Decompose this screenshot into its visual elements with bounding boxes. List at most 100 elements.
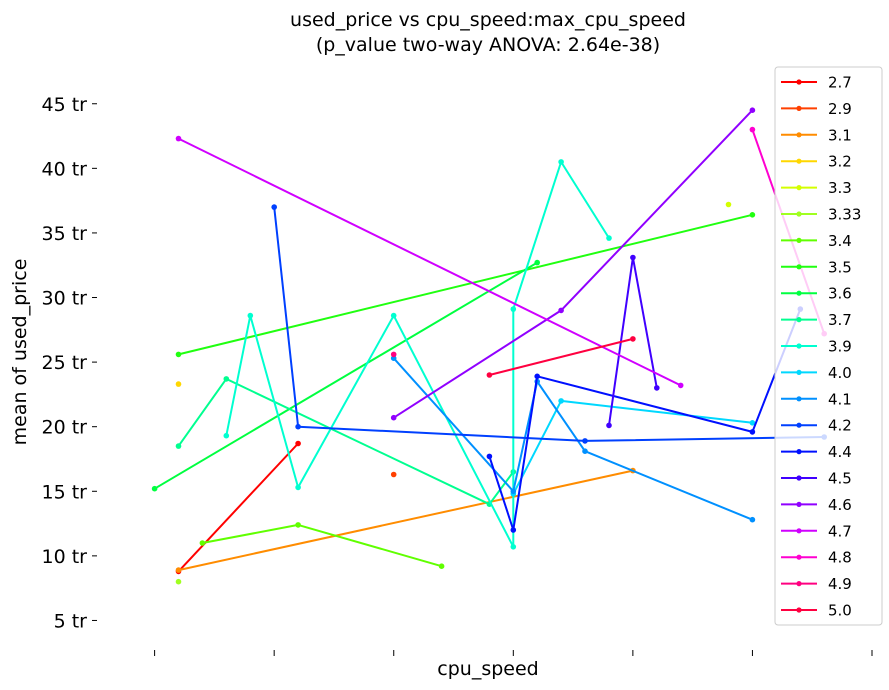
data-point bbox=[175, 351, 182, 358]
series-line bbox=[178, 137, 682, 387]
legend-entry: 4.2 bbox=[781, 417, 852, 435]
legend-marker bbox=[796, 79, 802, 85]
series-2.7 bbox=[175, 440, 301, 575]
y-tick-label: 35 tr bbox=[42, 223, 88, 245]
series-4.7 bbox=[175, 135, 684, 389]
data-point bbox=[486, 372, 493, 378]
legend-entry: 3.6 bbox=[781, 285, 852, 303]
legend-marker bbox=[796, 105, 802, 111]
legend-label: 5.0 bbox=[828, 602, 852, 620]
data-point bbox=[749, 107, 756, 113]
data-point bbox=[486, 453, 493, 460]
y-axis: 5 tr 10 tr 15 tr 20 tr 25 tr 30 tr 35 tr 40 tr 4… bbox=[42, 94, 97, 632]
legend-frame bbox=[774, 66, 883, 626]
legend-marker bbox=[796, 317, 802, 323]
data-point bbox=[151, 485, 158, 492]
series-4.5 bbox=[606, 254, 660, 429]
legend-entry: 4.0 bbox=[781, 364, 852, 382]
series-line bbox=[177, 377, 515, 506]
legend-marker bbox=[796, 607, 802, 613]
legend-entry: 3.2 bbox=[781, 153, 852, 171]
series-line bbox=[177, 442, 299, 573]
legend-label: 4.1 bbox=[828, 390, 852, 408]
y-tick-label: 45 tr bbox=[42, 94, 88, 116]
data-point bbox=[390, 414, 397, 421]
legend-label: 4.0 bbox=[828, 364, 852, 382]
data-point bbox=[510, 488, 517, 495]
data-point bbox=[558, 307, 564, 314]
legend-marker bbox=[796, 158, 802, 164]
series-line bbox=[225, 160, 610, 548]
legend-label: 3.6 bbox=[828, 285, 852, 303]
legend-label: 4.7 bbox=[828, 522, 852, 540]
data-point bbox=[390, 471, 397, 478]
data-point bbox=[223, 432, 230, 439]
legend-label: 4.6 bbox=[828, 496, 852, 514]
legend-marker bbox=[796, 264, 802, 270]
legend-marker bbox=[796, 501, 802, 507]
series-4.0 bbox=[510, 398, 756, 497]
legend-entry: 3.7 bbox=[781, 311, 852, 329]
data-point bbox=[630, 254, 636, 261]
series-line bbox=[273, 206, 825, 442]
series-line bbox=[488, 308, 802, 531]
series-3.4 bbox=[199, 522, 445, 569]
legend-label: 3.2 bbox=[828, 153, 852, 171]
series-line bbox=[202, 523, 442, 568]
data-point bbox=[510, 306, 517, 312]
legend-label: 4.4 bbox=[828, 443, 852, 461]
data-point bbox=[630, 336, 636, 342]
legend-marker bbox=[796, 449, 802, 455]
series-2.9 bbox=[390, 471, 397, 478]
series-3.2 bbox=[175, 381, 182, 387]
series-5.0 bbox=[486, 336, 636, 378]
data-point bbox=[725, 201, 732, 208]
legend-entry: 3.5 bbox=[781, 258, 852, 276]
legend-entry: 4.9 bbox=[781, 575, 852, 593]
series-3.6 bbox=[151, 259, 540, 492]
series-4.6 bbox=[390, 107, 756, 421]
legend-label: 2.7 bbox=[828, 74, 852, 92]
data-point bbox=[175, 567, 182, 573]
data-point bbox=[223, 376, 230, 382]
series-4.2 bbox=[271, 204, 827, 444]
data-point bbox=[582, 448, 588, 455]
legend-label: 3.3 bbox=[828, 179, 852, 197]
legend-entry: 3.4 bbox=[781, 232, 852, 250]
legend-marker bbox=[796, 554, 802, 560]
legend-label: 3.4 bbox=[828, 232, 852, 250]
legend-entry: 2.7 bbox=[781, 74, 852, 92]
chart-title-line-2: (p_value two-way ANOVA: 2.64e-38) bbox=[316, 34, 660, 56]
y-tick-label: 15 tr bbox=[42, 481, 88, 503]
data-point bbox=[749, 429, 756, 435]
legend-label: 4.9 bbox=[828, 575, 852, 593]
legend-marker bbox=[796, 396, 802, 402]
data-point bbox=[295, 440, 301, 447]
series-3.3 bbox=[725, 201, 732, 208]
y-tick-label: 40 tr bbox=[42, 158, 88, 180]
data-point bbox=[295, 423, 301, 430]
legend: 2.7 2.9 3.1 3.2 3.3 3.33 3.4 3.5 3.6 3.7 3.9 4.0 4.1… bbox=[774, 66, 883, 626]
series-line bbox=[154, 261, 538, 490]
legend-marker bbox=[796, 422, 802, 428]
y-tick-label: 30 tr bbox=[42, 288, 88, 310]
legend-entry: 3.1 bbox=[781, 126, 852, 144]
series-3.5 bbox=[175, 212, 756, 358]
data-point bbox=[175, 381, 182, 387]
data-point bbox=[271, 204, 278, 210]
series-3.33 bbox=[175, 578, 182, 585]
chart-title: used_price vs cpu_speed:max_cpu_speed (p… bbox=[290, 9, 686, 56]
legend-marker bbox=[796, 581, 802, 587]
data-point bbox=[199, 540, 206, 546]
y-tick-label: 25 tr bbox=[42, 352, 88, 374]
legend-label: 4.2 bbox=[828, 417, 852, 435]
data-point bbox=[438, 563, 445, 569]
data-point bbox=[677, 382, 684, 389]
legend-marker bbox=[796, 132, 802, 138]
series-3.9 bbox=[223, 159, 612, 550]
legend-entry: 3.3 bbox=[781, 179, 852, 197]
legend-label: 4.5 bbox=[828, 470, 852, 488]
legend-entry: 4.7 bbox=[781, 522, 852, 540]
series-4.9 bbox=[390, 351, 397, 358]
x-axis-label: cpu_speed bbox=[437, 658, 538, 680]
